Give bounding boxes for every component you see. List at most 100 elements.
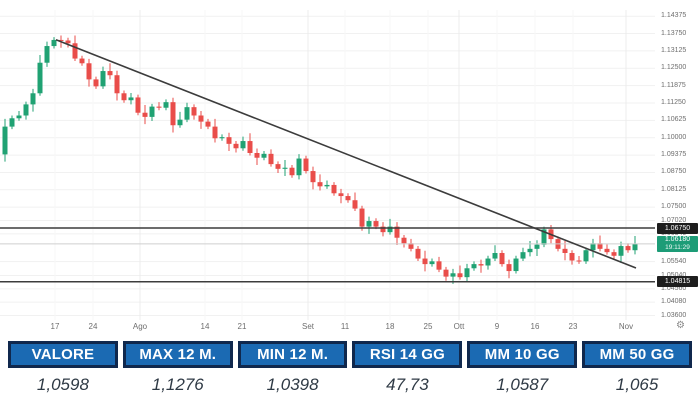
- stat-header-cell: RSI 14 GG: [352, 341, 463, 368]
- price-axis-label: 1.08125: [661, 185, 687, 193]
- candle-body: [394, 226, 400, 238]
- candle-body: [107, 71, 113, 76]
- stats-header-row: VALORE MAX 12 M. MIN 12 M. RSI 14 GG MM 10 G…: [8, 341, 692, 368]
- candle-body: [625, 246, 631, 251]
- candle-body: [205, 121, 211, 127]
- stats-table: VALORE MAX 12 M. MIN 12 M. RSI 14 GG MM 10 G…: [8, 341, 692, 398]
- stat-value-cell: 1,0587: [496, 375, 549, 394]
- candle-body: [478, 264, 484, 266]
- candle-body: [310, 171, 316, 183]
- price-axis-label: 1.13125: [661, 46, 687, 54]
- time-axis-label: 14: [200, 322, 210, 331]
- candle-body: [317, 182, 323, 187]
- candle-body: [268, 153, 274, 165]
- time-axis-label: Nov: [618, 322, 634, 331]
- candle-body: [359, 208, 365, 227]
- candle-body: [170, 102, 176, 126]
- candle-body: [240, 141, 246, 149]
- candle-body: [261, 153, 267, 158]
- candle-body: [597, 243, 603, 249]
- candle-body: [520, 252, 526, 259]
- gear-icon[interactable]: ⚙: [676, 320, 685, 331]
- candle-body: [632, 243, 638, 251]
- candle-body: [163, 102, 169, 108]
- candle-body: [408, 243, 414, 249]
- candle-body: [65, 40, 71, 44]
- current-price-badge: 1.06180 19:11:29: [657, 235, 698, 252]
- price-axis-label: 1.05040: [661, 271, 687, 279]
- price-axis-label: 1.10000: [661, 133, 687, 141]
- price-axis-label: 1.04080: [661, 298, 687, 306]
- price-axis-label: 1.07500: [661, 203, 687, 211]
- price-axis-label: 1.11250: [661, 99, 686, 106]
- candle-body: [464, 268, 470, 278]
- candle-body: [373, 221, 379, 227]
- candle-body: [450, 273, 456, 277]
- candle-body: [576, 260, 582, 262]
- candle-body: [527, 248, 533, 253]
- price-axis-label: 1.11875: [661, 81, 686, 89]
- stat-value-cell: 1,0598: [36, 375, 89, 394]
- candle-body: [436, 261, 442, 270]
- candle-body: [583, 250, 589, 262]
- stat-value-cell: 1,0398: [266, 375, 319, 394]
- candle-body: [401, 237, 407, 244]
- candle-body: [2, 126, 8, 155]
- candle-body: [219, 137, 225, 139]
- time-axis-label: 24: [88, 322, 98, 331]
- candle-body: [303, 158, 309, 172]
- time-axis-label: 23: [568, 322, 578, 331]
- candle-body: [541, 229, 547, 245]
- candle-body: [128, 97, 134, 101]
- time-axis-label: 21: [237, 322, 247, 331]
- candle-body: [177, 119, 183, 126]
- stat-value-cell: 1,065: [615, 375, 659, 394]
- price-chart[interactable]: 1.14375 1.13750 1.13125 1.12500 1.11875 1.112…: [0, 0, 700, 340]
- time-axis-label: Set: [301, 322, 315, 331]
- time-axis-label: 18: [385, 322, 395, 331]
- descending-trendline: [55, 39, 637, 269]
- stat-header-cell: MAX 12 M.: [122, 341, 233, 368]
- candle-body: [611, 252, 617, 256]
- candle-body: [30, 93, 36, 105]
- price-axis-label: 1.03600: [661, 311, 687, 319]
- time-axis-label: Ott: [453, 322, 465, 331]
- candle-body: [366, 221, 372, 227]
- stat-header-cell: MM 50 GG: [582, 341, 692, 368]
- candle-body: [569, 253, 575, 261]
- candle-body: [380, 226, 386, 233]
- candle-body: [121, 93, 127, 101]
- stat-header-cell: MM 10 GG: [467, 341, 578, 368]
- price-axis-label: 1.12500: [661, 64, 687, 72]
- candle-body: [492, 253, 498, 259]
- candle-body: [282, 167, 288, 169]
- candle-body: [275, 164, 281, 169]
- candle-body: [499, 253, 505, 265]
- candlestick-canvas: [0, 10, 655, 320]
- candle-body: [415, 248, 421, 259]
- candle-body: [345, 196, 351, 201]
- candle-body: [324, 184, 330, 187]
- candle-body: [79, 58, 85, 64]
- candle-body: [16, 115, 22, 119]
- candle-body: [506, 264, 512, 272]
- candle-body: [471, 264, 477, 269]
- stats-value-row: 1,0598 1,1276 1,0398 47,73 1,0587 1,065: [8, 368, 692, 398]
- time-axis-label: 17: [50, 322, 60, 331]
- candle-body: [604, 248, 610, 253]
- candle-body: [429, 261, 435, 265]
- candle-body: [191, 107, 197, 116]
- candle-body: [184, 107, 190, 120]
- stat-header-cell: MIN 12 M.: [237, 341, 348, 368]
- candle-body: [93, 79, 99, 87]
- candle-body: [422, 258, 428, 265]
- support-price-badge: 1.04815: [657, 276, 698, 288]
- price-axis-label: 1.07020: [661, 216, 687, 224]
- candle-body: [338, 193, 344, 197]
- candle-body: [387, 226, 393, 233]
- time-axis-label: 11: [340, 322, 350, 331]
- candle-body: [618, 246, 624, 256]
- candle-body: [44, 46, 50, 63]
- candle-body: [58, 39, 64, 41]
